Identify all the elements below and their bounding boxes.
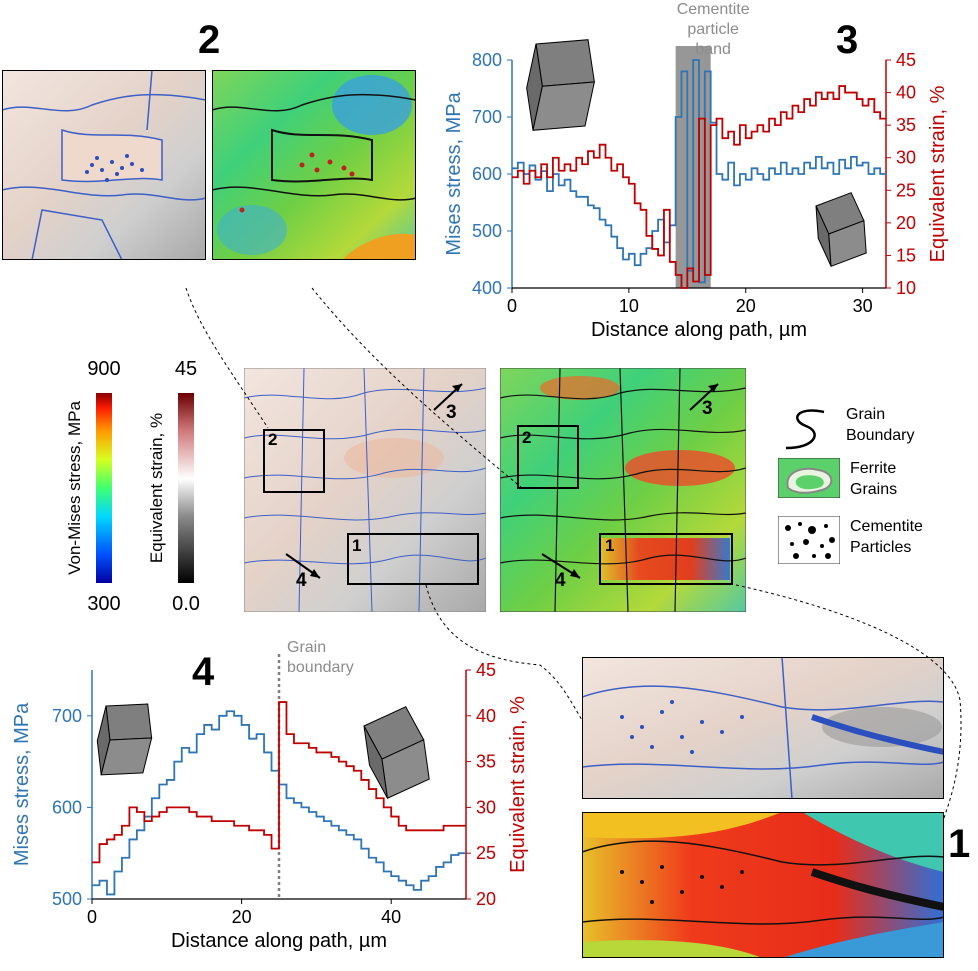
y2tick-label-0: 10 xyxy=(896,278,916,298)
y2tick-label-2: 20 xyxy=(896,213,916,233)
band-annotation-2: band xyxy=(695,41,731,58)
y2tick-label-3: 35 xyxy=(476,752,496,772)
colorbars: 900 45 Von-Mises stress, MPa Equivalent … xyxy=(65,358,200,615)
y2tick-label-5: 45 xyxy=(476,660,496,680)
legend-cementite-icon xyxy=(778,516,840,564)
colorbar-stress-max: 900 xyxy=(87,358,120,380)
y2tick-label-2: 30 xyxy=(476,797,496,817)
y2tick-label-4: 40 xyxy=(476,706,496,726)
series-strain-line xyxy=(512,85,886,289)
band-annotation-0: Cementite xyxy=(677,1,750,18)
xtick-label-0: 0 xyxy=(87,907,97,927)
panel-label-2: 2 xyxy=(198,18,221,62)
strain-map-zoom-1 xyxy=(582,812,944,958)
panel-label-1: 1 xyxy=(948,822,971,866)
colorbar-strain-min: 0.0 xyxy=(172,593,200,615)
colorbar-strain-max: 45 xyxy=(175,358,197,380)
ytick-label-1: 500 xyxy=(472,221,502,241)
x-axis-title: Distance along path, µm xyxy=(591,319,807,341)
ytick-label-0: 500 xyxy=(52,889,82,909)
strain-map-zoom-2 xyxy=(212,70,416,260)
arrow-label-3-strain: 3 xyxy=(702,398,713,419)
ytick-label-3: 700 xyxy=(472,107,502,127)
colorbar-strain-bar xyxy=(178,393,194,583)
xtick-label-3: 30 xyxy=(853,296,873,316)
y-axis-title: Mises stress, MPa xyxy=(443,91,465,255)
strain-map-full xyxy=(500,368,746,612)
legend-ferrite-label: Ferrite Grains xyxy=(850,460,898,498)
colorbar-stress-min: 300 xyxy=(87,593,120,615)
crystal-cube-icon-1 xyxy=(363,706,430,799)
ytick-label-2: 600 xyxy=(472,164,502,184)
gb-annotation-0: Grain xyxy=(287,640,326,656)
cube-right xyxy=(828,219,867,268)
legend-grain-boundary-icon xyxy=(785,409,825,450)
crystal-cube-icon-1 xyxy=(815,192,867,268)
colorbar-strain-title: Equivalent strain, % xyxy=(147,413,166,563)
box-label-1-strain: 1 xyxy=(605,536,615,555)
stress-map-zoom-2 xyxy=(2,70,206,260)
y2-axis-title: Equivalent strain, % xyxy=(507,696,529,873)
panel-label-3: 3 xyxy=(836,18,859,62)
arrow-label-4-stress: 4 xyxy=(296,570,307,591)
cube-right xyxy=(381,739,430,799)
ytick-label-4: 800 xyxy=(472,50,502,70)
y2-axis-title: Equivalent strain, % xyxy=(927,85,949,262)
legend-ferrite-icon xyxy=(778,458,840,498)
arrow-label-3-stress: 3 xyxy=(446,402,457,423)
y2tick-label-1: 15 xyxy=(896,245,916,265)
y2tick-label-6: 40 xyxy=(896,83,916,103)
colorbar-stress-title: Von-Mises stress, MPa xyxy=(65,401,84,575)
cube-right xyxy=(532,81,596,131)
xtick-label-0: 0 xyxy=(507,296,517,316)
xtick-label-1: 20 xyxy=(232,907,252,927)
ytick-label-2: 700 xyxy=(52,706,82,726)
ytick-label-1: 600 xyxy=(52,797,82,817)
legend-cementite-label: Cementite Particles xyxy=(850,518,923,556)
y2tick-label-7: 45 xyxy=(896,50,916,70)
panel-label-4: 4 xyxy=(192,650,215,694)
crystal-cube-icon-0 xyxy=(526,39,596,131)
legend-grain-boundary-label: Grain Boundary xyxy=(846,406,915,444)
y2tick-label-1: 25 xyxy=(476,843,496,863)
chart-4: Grain boundary 500 600 700 20 25 30 35 40 45 0 20 40 D… xyxy=(11,640,529,952)
stress-map-zoom-1 xyxy=(582,657,944,799)
band-annotation-1: particle xyxy=(687,21,739,38)
cube-right xyxy=(100,737,153,776)
arrow-label-4-strain: 4 xyxy=(555,570,566,591)
ytick-label-0: 400 xyxy=(472,278,502,298)
crystal-cube-icon-0 xyxy=(96,703,153,776)
chart-3: Cementiteparticleband4005006007008001015… xyxy=(443,1,949,341)
y2tick-label-4: 30 xyxy=(896,148,916,168)
box-label-2-strain: 2 xyxy=(522,428,532,447)
box-label-1-stress: 1 xyxy=(352,536,362,555)
stress-map-full xyxy=(244,368,486,612)
xtick-label-2: 20 xyxy=(736,296,756,316)
y-axis-title: Mises stress, MPa xyxy=(11,702,33,866)
y2tick-label-5: 35 xyxy=(896,115,916,135)
x-axis-title: Distance along path, µm xyxy=(171,930,387,952)
xtick-label-2: 40 xyxy=(381,907,401,927)
colorbar-stress-bar xyxy=(96,393,112,583)
xtick-label-1: 10 xyxy=(619,296,639,316)
y2tick-label-3: 25 xyxy=(896,180,916,200)
box-label-2-stress: 2 xyxy=(268,430,278,449)
y2tick-label-0: 20 xyxy=(476,889,496,909)
gb-annotation-1: boundary xyxy=(287,659,354,676)
